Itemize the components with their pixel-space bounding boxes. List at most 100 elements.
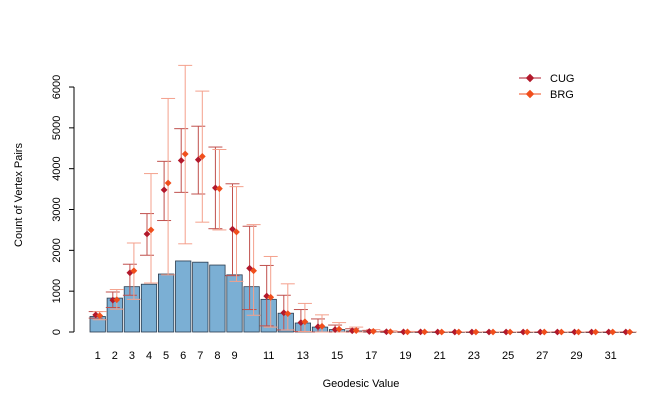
bar-5 — [157, 273, 175, 333]
point-brg-20 — [421, 328, 428, 336]
series-points — [92, 150, 634, 336]
x-tick-label-3: 3 — [129, 350, 135, 362]
x-tick-label-7: 7 — [197, 350, 203, 362]
legend-marker-brg — [525, 89, 535, 99]
bar-6 — [175, 260, 192, 333]
point-brg-26 — [523, 328, 531, 336]
bar-2 — [106, 297, 123, 333]
legend-label-cug: CUG — [550, 73, 574, 85]
point-brg-6 — [181, 150, 189, 158]
y-tick-label-5000: 5000 — [51, 116, 63, 140]
point-cug-5 — [160, 186, 168, 194]
point-cug-32 — [622, 328, 630, 336]
point-cug-6 — [177, 157, 185, 164]
x-tick-label-9: 9 — [231, 350, 237, 362]
point-cug-17 — [365, 328, 373, 335]
point-brg-24 — [489, 328, 497, 336]
bar-8 — [209, 264, 226, 333]
point-cug-9 — [229, 225, 236, 233]
x-tick-label-5: 5 — [163, 350, 169, 362]
point-cug-2 — [109, 296, 117, 304]
bar-9 — [226, 274, 243, 333]
errbar-brg-11 — [263, 255, 278, 328]
point-brg-10 — [250, 267, 257, 275]
x-tick-label-31: 31 — [605, 350, 617, 362]
x-axis-title: Geodesic Value — [323, 378, 400, 390]
point-brg-12 — [284, 310, 292, 318]
point-cug-23 — [468, 328, 476, 336]
point-brg-16 — [352, 327, 360, 334]
point-brg-3 — [130, 267, 138, 275]
bar-7 — [192, 261, 209, 333]
point-brg-25 — [506, 328, 514, 336]
x-tick-label-27: 27 — [536, 350, 548, 362]
point-brg-21 — [438, 328, 446, 336]
point-brg-19 — [404, 328, 411, 336]
point-brg-8 — [216, 185, 223, 193]
x-tick-label-4: 4 — [146, 350, 152, 362]
y-tick-label-4000: 4000 — [51, 156, 63, 180]
y-tick-label-1000: 1000 — [51, 279, 63, 303]
legend-marker-cug — [525, 73, 535, 83]
errbar-brg-13 — [297, 302, 312, 333]
x-tick-label-25: 25 — [502, 350, 514, 362]
bar-1 — [89, 316, 106, 333]
point-cug-24 — [485, 328, 493, 336]
x-tick-label-2: 2 — [112, 350, 118, 362]
y-tick-label-6000: 6000 — [51, 75, 63, 99]
x-tick-label-1: 1 — [95, 350, 101, 362]
bar-4 — [140, 283, 158, 333]
bar-12 — [277, 312, 294, 333]
point-brg-23 — [472, 328, 480, 336]
point-cug-7 — [194, 156, 202, 164]
point-brg-29 — [575, 328, 582, 336]
point-brg-30 — [592, 328, 599, 336]
point-brg-4 — [147, 226, 155, 234]
point-cug-25 — [502, 328, 510, 336]
x-tick-label-13: 13 — [297, 350, 309, 362]
bar-13 — [294, 322, 312, 333]
y-tick-label-0: 0 — [51, 329, 63, 335]
x-tick-label-8: 8 — [214, 350, 220, 362]
point-cug-20 — [417, 328, 424, 336]
point-cug-14 — [314, 323, 322, 331]
x-tick-label-6: 6 — [180, 350, 186, 362]
y-axis-title: Count of Vertex Pairs — [13, 143, 25, 247]
legend: CUG BRG — [519, 73, 574, 101]
point-brg-15 — [335, 325, 343, 333]
point-cug-22 — [451, 328, 459, 336]
point-cug-15 — [331, 326, 339, 333]
point-brg-5 — [164, 179, 172, 187]
point-brg-17 — [369, 327, 377, 335]
point-brg-28 — [558, 328, 565, 336]
point-brg-7 — [198, 153, 206, 160]
x-tick-label-19: 19 — [399, 350, 411, 362]
y-tick-label-3000: 3000 — [51, 197, 63, 221]
point-brg-2 — [113, 296, 121, 304]
x-tick-label-17: 17 — [365, 350, 377, 362]
bar-11 — [260, 298, 277, 333]
point-brg-27 — [540, 328, 548, 336]
x-tick-label-15: 15 — [331, 350, 343, 362]
x-tick-label-23: 23 — [468, 350, 480, 362]
point-brg-22 — [455, 328, 463, 336]
point-cug-30 — [588, 328, 595, 336]
observed-bars — [89, 260, 636, 334]
point-brg-32 — [626, 328, 634, 336]
errbar-cug-3 — [122, 263, 137, 296]
point-brg-31 — [609, 328, 617, 336]
legend-label-brg: BRG — [550, 89, 574, 101]
x-tick-label-21: 21 — [434, 350, 446, 362]
point-brg-18 — [387, 328, 394, 336]
point-brg-9 — [233, 228, 240, 236]
point-cug-18 — [383, 328, 390, 336]
point-cug-4 — [143, 230, 151, 238]
errbar-brg-12 — [280, 283, 295, 331]
y-tick-label-2000: 2000 — [51, 238, 63, 262]
point-cug-19 — [400, 328, 407, 336]
x-tick-label-11: 11 — [263, 350, 274, 362]
errbar-brg-5 — [161, 97, 176, 276]
point-cug-27 — [536, 328, 544, 336]
